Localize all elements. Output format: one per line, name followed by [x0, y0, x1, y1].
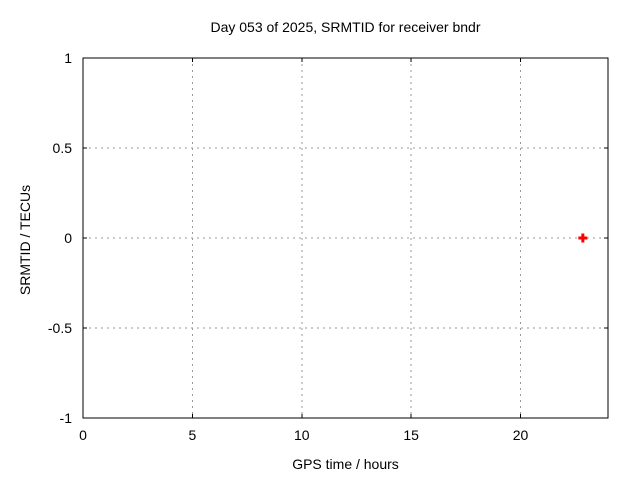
y-tick-label: 0 [64, 230, 72, 246]
x-tick-label: 20 [512, 427, 529, 443]
chart-title: Day 053 of 2025, SRMTID for receiver bnd… [210, 19, 481, 35]
x-tick-label: 10 [293, 427, 310, 443]
y-tick-label: -1 [59, 410, 72, 426]
x-tick-label: 0 [79, 427, 87, 443]
x-tick-label: 5 [188, 427, 197, 443]
x-tick-label: 15 [403, 427, 419, 443]
y-tick-label: 1 [64, 50, 72, 66]
y-tick-label: -0.5 [47, 320, 72, 336]
x-axis-label: GPS time / hours [292, 456, 399, 472]
y-tick-label: 0.5 [52, 140, 72, 156]
